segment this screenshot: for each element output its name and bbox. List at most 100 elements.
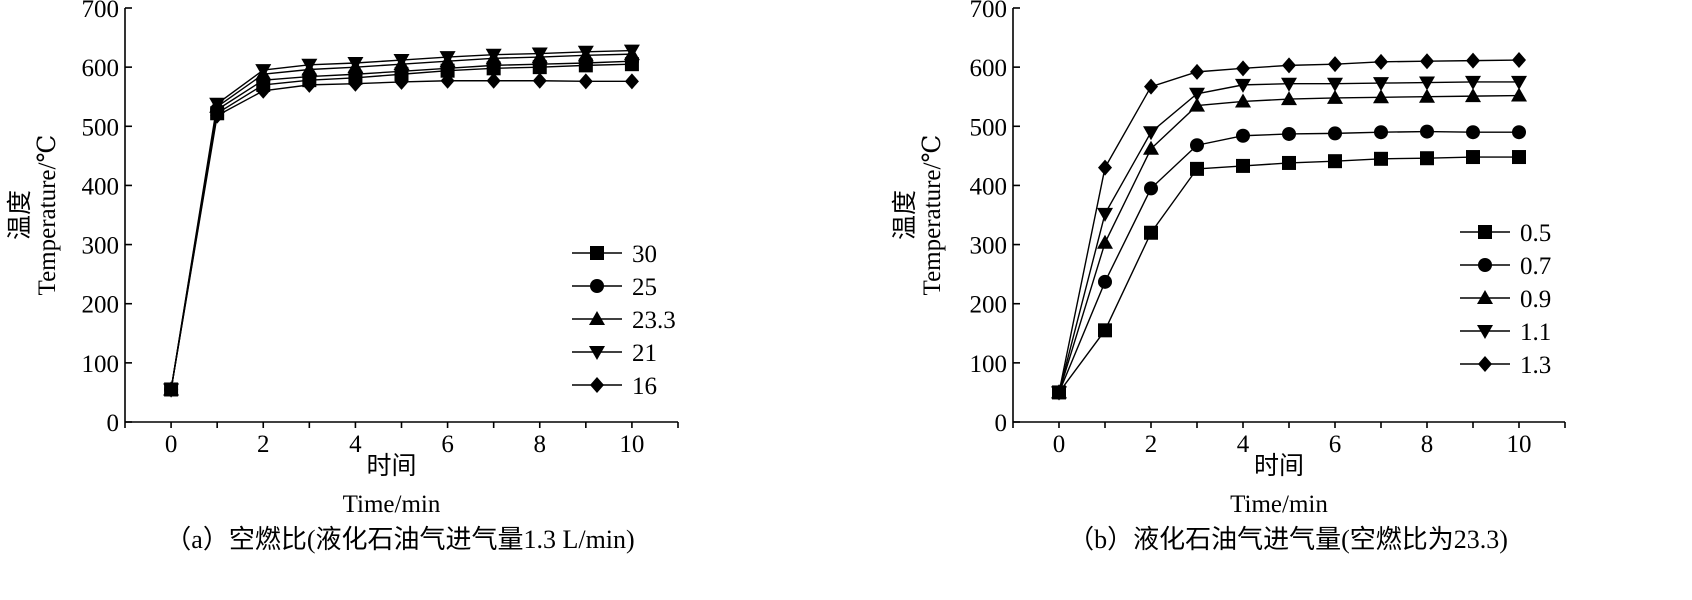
data-point	[1373, 89, 1389, 104]
data-point	[255, 64, 272, 79]
data-point	[578, 73, 593, 90]
legend-marker	[590, 246, 604, 260]
data-point	[1143, 126, 1159, 141]
legend-label: 25	[632, 274, 657, 301]
y-tick-label: 600	[82, 55, 120, 82]
y-tick-label: 0	[995, 410, 1008, 437]
x-tick-label: 2	[257, 431, 270, 458]
x-tick-label: 2	[1145, 431, 1158, 458]
data-point	[1144, 181, 1158, 196]
data-point	[1098, 323, 1112, 338]
data-point	[1190, 161, 1204, 176]
y-axis-title-cn: 温度	[6, 190, 34, 240]
series-1_1	[1051, 75, 1527, 401]
series-line	[170, 53, 632, 390]
data-point	[1465, 88, 1481, 103]
x-tick-label: 10	[619, 431, 644, 458]
data-point	[394, 73, 409, 90]
legend-label: 23.3	[632, 307, 676, 334]
data-point	[1420, 53, 1434, 70]
data-point	[1282, 126, 1296, 141]
data-point	[1511, 87, 1527, 102]
legend-label: 1.3	[1520, 352, 1551, 379]
data-point	[347, 57, 364, 72]
legend-marker	[1478, 225, 1492, 239]
legend-label: 0.5	[1520, 220, 1551, 247]
y-tick-label: 0	[107, 410, 120, 437]
series-line	[170, 60, 632, 390]
data-point	[1327, 89, 1343, 104]
y-tick-label: 300	[82, 233, 120, 260]
x-axis-title-en: Time/min	[1230, 491, 1328, 518]
y-axis-title-en: Temperature/℃	[919, 135, 946, 296]
legend-label: 21	[632, 340, 657, 367]
series-0_7	[1052, 124, 1526, 400]
data-point	[256, 82, 271, 99]
data-point	[1098, 274, 1112, 289]
legend-marker	[1477, 325, 1493, 339]
y-tick-label: 600	[970, 55, 1008, 82]
figure-caption: （b）液化石油气进气量(空燃比为23.3)	[1068, 525, 1508, 554]
series-21	[163, 44, 640, 398]
series-line	[1058, 156, 1519, 393]
data-point	[1512, 52, 1526, 69]
data-point	[623, 44, 640, 59]
series-16	[164, 72, 639, 398]
y-tick-label: 200	[82, 292, 120, 319]
data-point	[1466, 52, 1480, 69]
legend-marker	[589, 311, 605, 325]
x-tick-label: 8	[534, 431, 547, 458]
series-line	[1058, 59, 1520, 393]
data-point	[1144, 78, 1158, 95]
y-tick-label: 100	[970, 351, 1008, 378]
data-point	[1190, 138, 1204, 153]
series-1_3	[1052, 52, 1526, 401]
data-point	[1374, 151, 1388, 166]
legend-label: 0.9	[1520, 286, 1551, 313]
y-tick-label: 700	[82, 0, 120, 23]
data-point	[486, 72, 501, 89]
data-point	[440, 72, 455, 89]
data-point	[1327, 77, 1343, 92]
data-point	[1143, 140, 1159, 155]
data-point	[439, 51, 456, 66]
legend-label: 30	[632, 241, 657, 268]
y-tick-label: 500	[82, 114, 120, 141]
data-point	[1144, 225, 1158, 240]
data-point	[1282, 155, 1296, 170]
data-point	[1281, 91, 1297, 106]
data-point	[1466, 150, 1480, 165]
data-point	[164, 381, 179, 398]
data-point	[1189, 97, 1205, 112]
x-tick-label: 8	[1421, 431, 1434, 458]
data-point	[1419, 76, 1435, 91]
y-tick-label: 700	[970, 0, 1008, 23]
data-point	[624, 73, 639, 90]
x-tick-label: 10	[1507, 431, 1532, 458]
x-tick-label: 6	[1329, 431, 1342, 458]
y-tick-label: 500	[970, 114, 1008, 141]
legend: 0.5 0.7 0.9 1.1 1.3	[1460, 220, 1551, 379]
data-point	[577, 45, 594, 60]
legend-marker	[1478, 258, 1492, 272]
legend-label: 0.7	[1520, 253, 1551, 280]
data-point	[1236, 128, 1250, 143]
data-point	[1420, 151, 1434, 166]
data-point	[1236, 158, 1250, 173]
data-point	[1419, 88, 1435, 103]
data-point	[1189, 87, 1205, 102]
legend-label: 1.1	[1520, 319, 1551, 346]
data-point	[210, 107, 225, 124]
data-point	[1281, 77, 1297, 92]
data-point	[1512, 150, 1526, 165]
y-tick-label: 200	[970, 292, 1008, 319]
data-point	[1373, 77, 1389, 92]
data-point	[1235, 78, 1251, 93]
chart-panel-b: 0 100 200 300 400 500 600 700 0 2 4 6 8 10 温度 Temperatu…	[891, 0, 1566, 554]
data-point	[1097, 207, 1113, 222]
x-axis-title-en: Time/min	[343, 491, 441, 518]
series-line	[170, 63, 632, 390]
data-point	[1374, 53, 1388, 70]
data-point	[1097, 234, 1113, 249]
data-point	[1236, 60, 1250, 77]
